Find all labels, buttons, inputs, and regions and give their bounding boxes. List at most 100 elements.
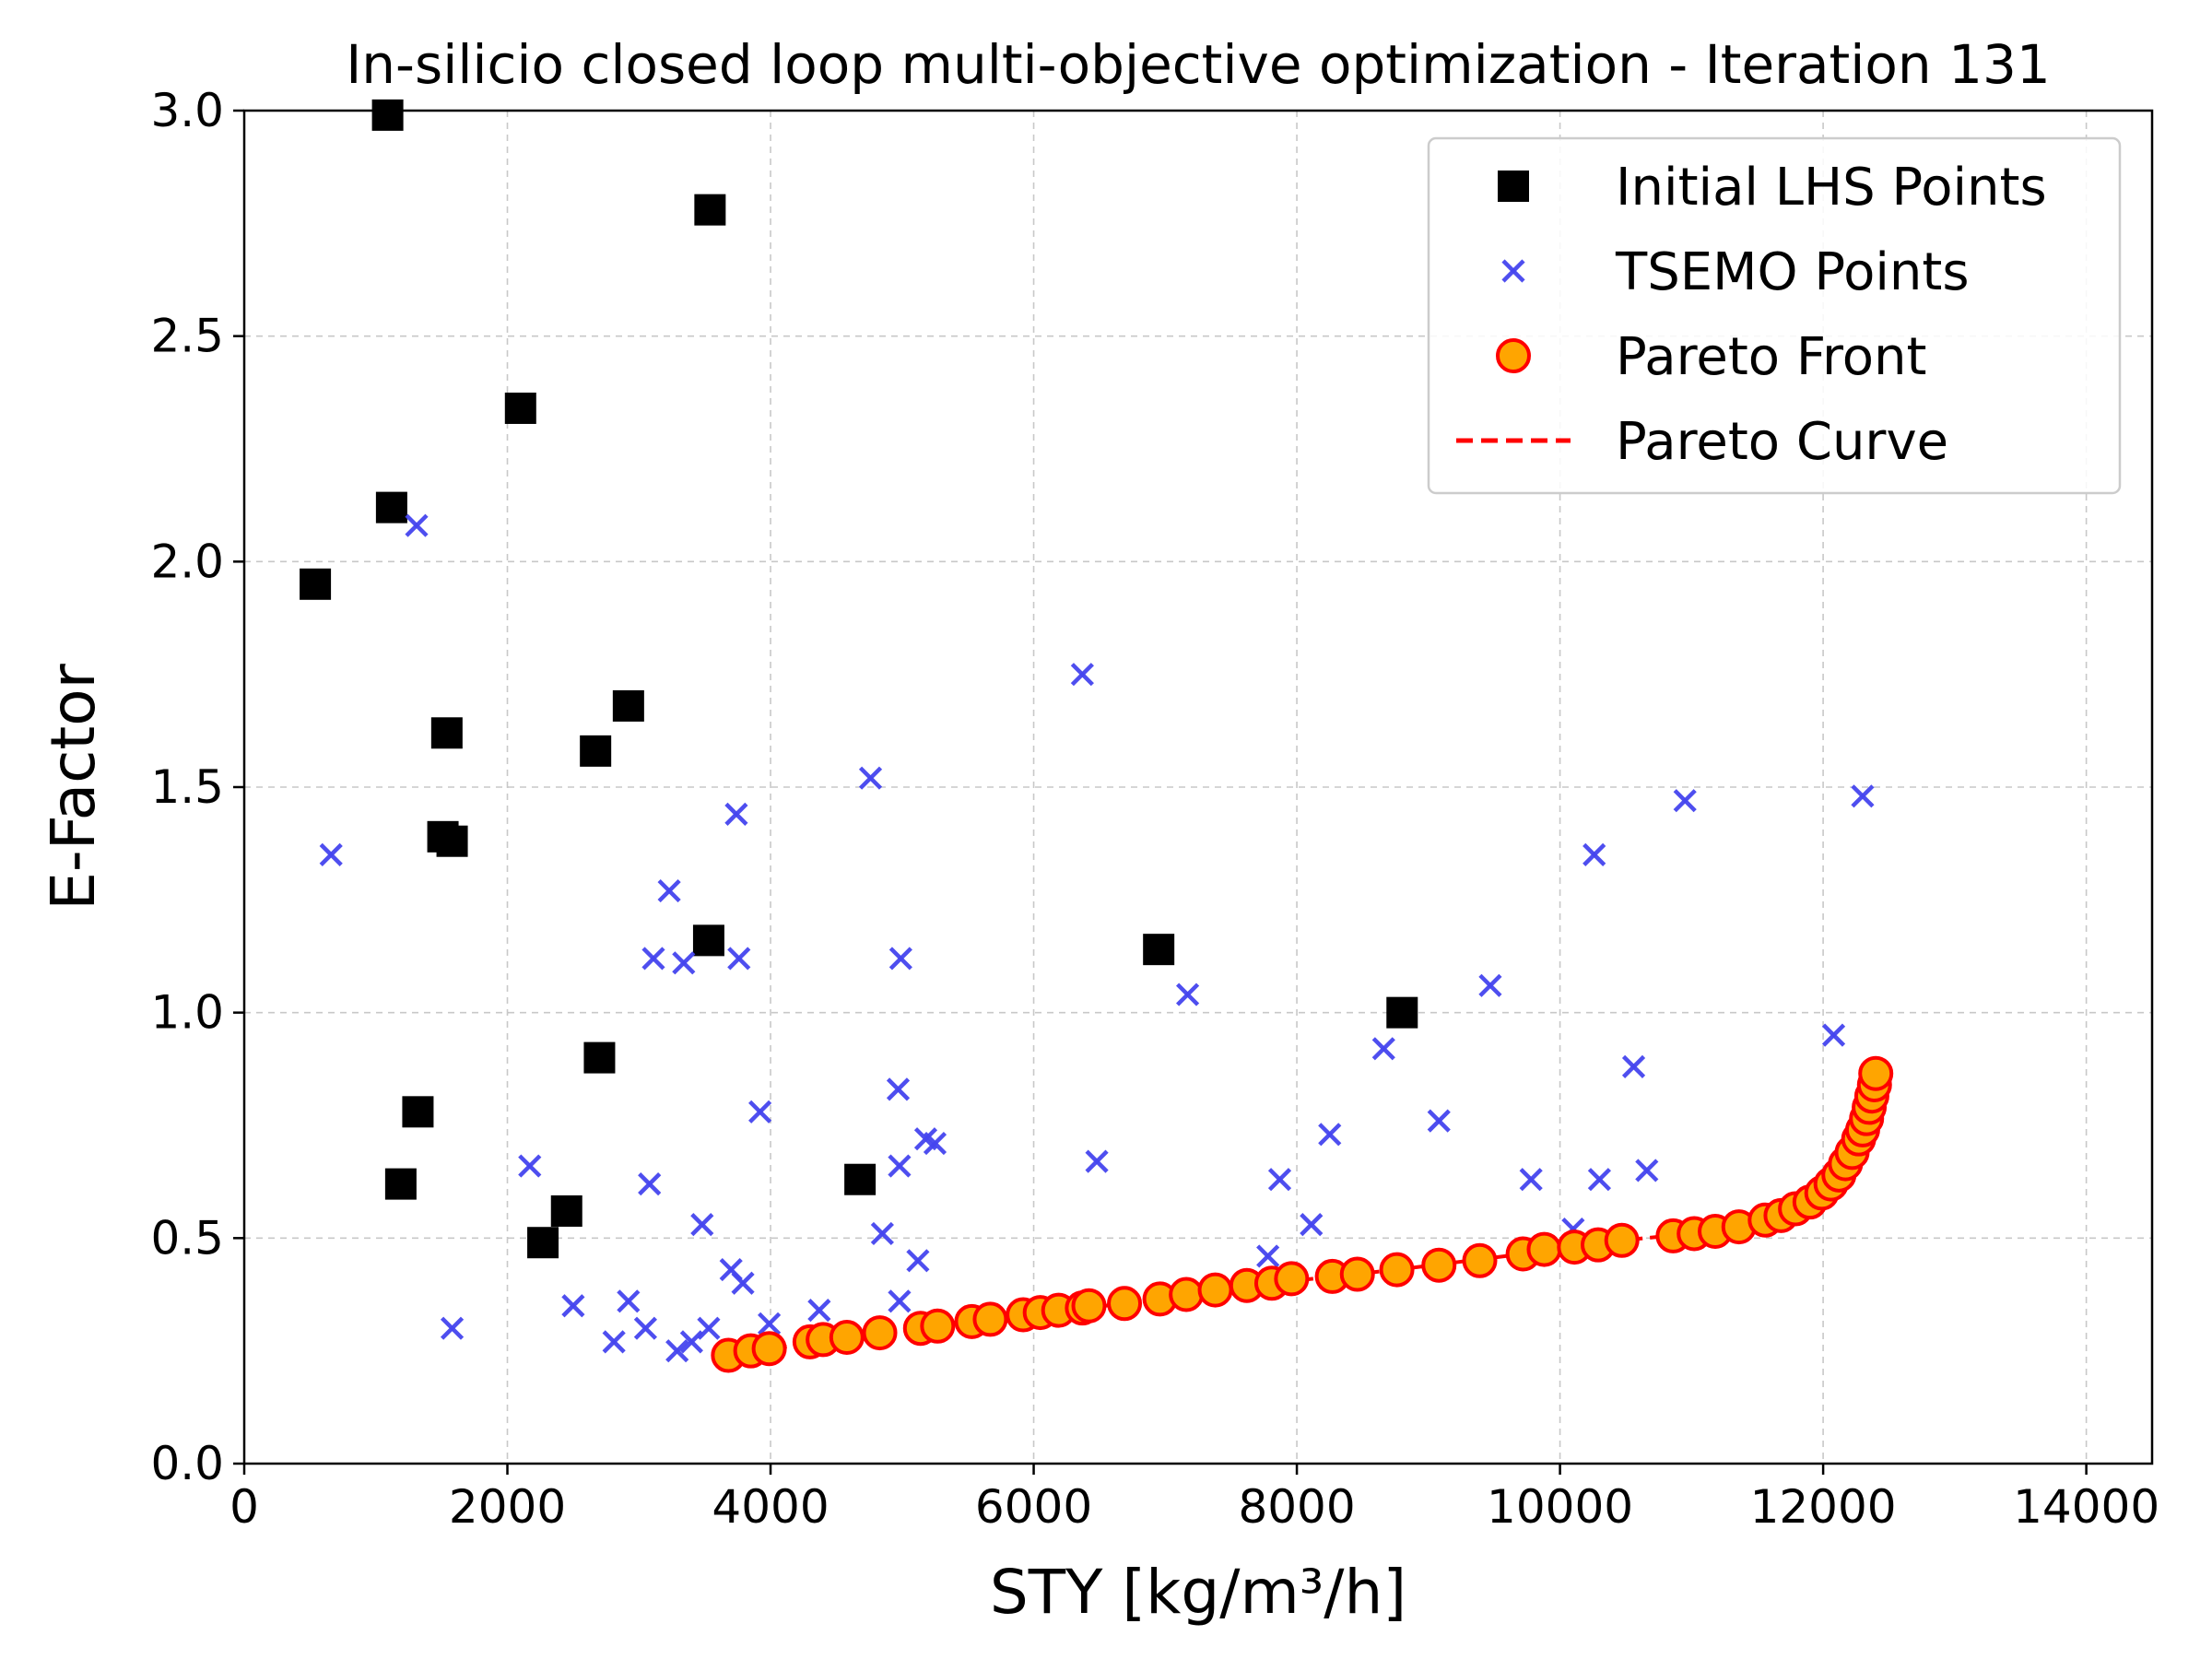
legend-marker-x [1501, 259, 1525, 283]
y-tick-label: 1.0 [150, 986, 224, 1040]
chart-title: In-silicio closed loop multi-objective o… [346, 33, 2051, 96]
lhs-point [550, 1194, 582, 1227]
tsemo-point [1175, 982, 1200, 1006]
x-stroke [923, 1131, 947, 1156]
tsemo-point [724, 802, 748, 826]
lhs-point [527, 1227, 559, 1259]
x-stroke [858, 766, 883, 790]
x-stroke [1519, 1168, 1543, 1192]
x-tick-label: 8000 [1238, 1480, 1355, 1534]
tsemo-point [440, 1316, 465, 1340]
tsemo-point [858, 766, 883, 790]
tsemo-point [602, 1330, 626, 1354]
tsemo-point [672, 951, 696, 975]
tsemo-point [1583, 842, 1606, 866]
pareto-front-point [1526, 1231, 1562, 1267]
pareto-front-point [751, 1331, 787, 1367]
x-stroke [731, 1271, 755, 1295]
legend-marker-square [1498, 171, 1529, 202]
y-tick-label: 3.0 [150, 84, 224, 137]
x-stroke [1085, 1149, 1109, 1173]
x-stroke [1583, 842, 1606, 866]
tsemo-point [1427, 1109, 1451, 1133]
pareto-front-point [1169, 1277, 1205, 1312]
tsemo-point [518, 1154, 542, 1178]
lhs-point [1386, 996, 1418, 1029]
y-tick-label: 0.0 [150, 1437, 224, 1490]
tsemo-point [641, 947, 665, 971]
x-stroke [1371, 1037, 1395, 1061]
x-stroke [870, 1221, 894, 1246]
x-stroke [888, 947, 912, 971]
tsemo-point [888, 1289, 912, 1313]
x-stroke [690, 1213, 714, 1237]
x-stroke [657, 878, 681, 903]
x-stroke [602, 1330, 626, 1354]
legend-entry: Initial LHS Points [1498, 158, 2047, 218]
tsemo-point [617, 1289, 641, 1313]
x-stroke [906, 1249, 930, 1273]
legend-entry: TSEMO Points [1501, 242, 1970, 302]
tsemo-point [727, 947, 751, 971]
tsemo-point [561, 1294, 585, 1318]
x-stroke [724, 802, 748, 826]
tsemo-point [1519, 1168, 1543, 1192]
pareto-front-point [1107, 1286, 1143, 1322]
x-stroke [727, 947, 751, 971]
pareto-front-point [1379, 1252, 1415, 1288]
tsemo-point [1318, 1123, 1342, 1147]
x-stroke [758, 1312, 782, 1335]
tsemo-point [679, 1330, 703, 1354]
tsemo-point [906, 1249, 930, 1273]
pareto-front-point [972, 1301, 1008, 1337]
tsemo-point [1673, 789, 1697, 813]
lhs-point [375, 491, 407, 524]
tsemo-point [405, 513, 429, 537]
x-tick-label: 2000 [449, 1480, 566, 1534]
tsemo-point [758, 1312, 782, 1335]
x-stroke [1851, 784, 1875, 808]
tsemo-point [1085, 1149, 1109, 1173]
tsemo-point [1070, 663, 1094, 687]
x-axis-label: STY [kg/m³/h] [990, 1557, 1406, 1628]
tsemo-point [923, 1131, 947, 1156]
y-tick-label: 1.5 [150, 760, 224, 814]
y-tick-label: 2.5 [150, 310, 224, 363]
lhs-point [300, 568, 332, 600]
legend-label: Pareto Curve [1616, 412, 1948, 472]
x-stroke [633, 1316, 658, 1340]
tsemo-point [870, 1221, 894, 1246]
lhs-point [436, 825, 468, 857]
tsemo-point [1371, 1037, 1395, 1061]
x-stroke [518, 1154, 542, 1178]
tsemo-point [731, 1271, 755, 1295]
pareto-front-point [1274, 1261, 1310, 1297]
tsemo-point [1478, 973, 1502, 997]
x-stroke [1318, 1123, 1342, 1147]
legend-label: TSEMO Points [1615, 242, 1970, 302]
tsemo-point [1587, 1168, 1612, 1192]
tsemo-point [807, 1299, 831, 1323]
x-stroke [886, 1077, 911, 1101]
legend-entries: Initial LHS Points TSEMO Points Pareto Fro… [1456, 158, 2047, 472]
tsemo-point [888, 947, 912, 971]
x-tick-label: 12000 [1750, 1480, 1897, 1534]
x-tick-label: 0 [229, 1480, 259, 1534]
legend-entry: Pareto Front [1496, 327, 1926, 387]
x-stroke [888, 1289, 912, 1313]
x-stroke [913, 1127, 938, 1151]
x-stroke [1427, 1109, 1451, 1133]
x-stroke [1300, 1213, 1324, 1237]
lhs-point [694, 194, 726, 226]
tsemo-point [1300, 1213, 1324, 1237]
legend-label: Initial LHS Points [1616, 158, 2047, 218]
tsemo-point [697, 1316, 721, 1340]
tsemo-point [1256, 1244, 1280, 1268]
x-stroke [1070, 663, 1094, 687]
lhs-point [1143, 934, 1175, 966]
x-stroke [888, 1154, 912, 1178]
y-tick-label: 0.5 [150, 1211, 224, 1265]
pareto-front-point [1604, 1222, 1640, 1258]
x-tick-label: 4000 [712, 1480, 829, 1534]
